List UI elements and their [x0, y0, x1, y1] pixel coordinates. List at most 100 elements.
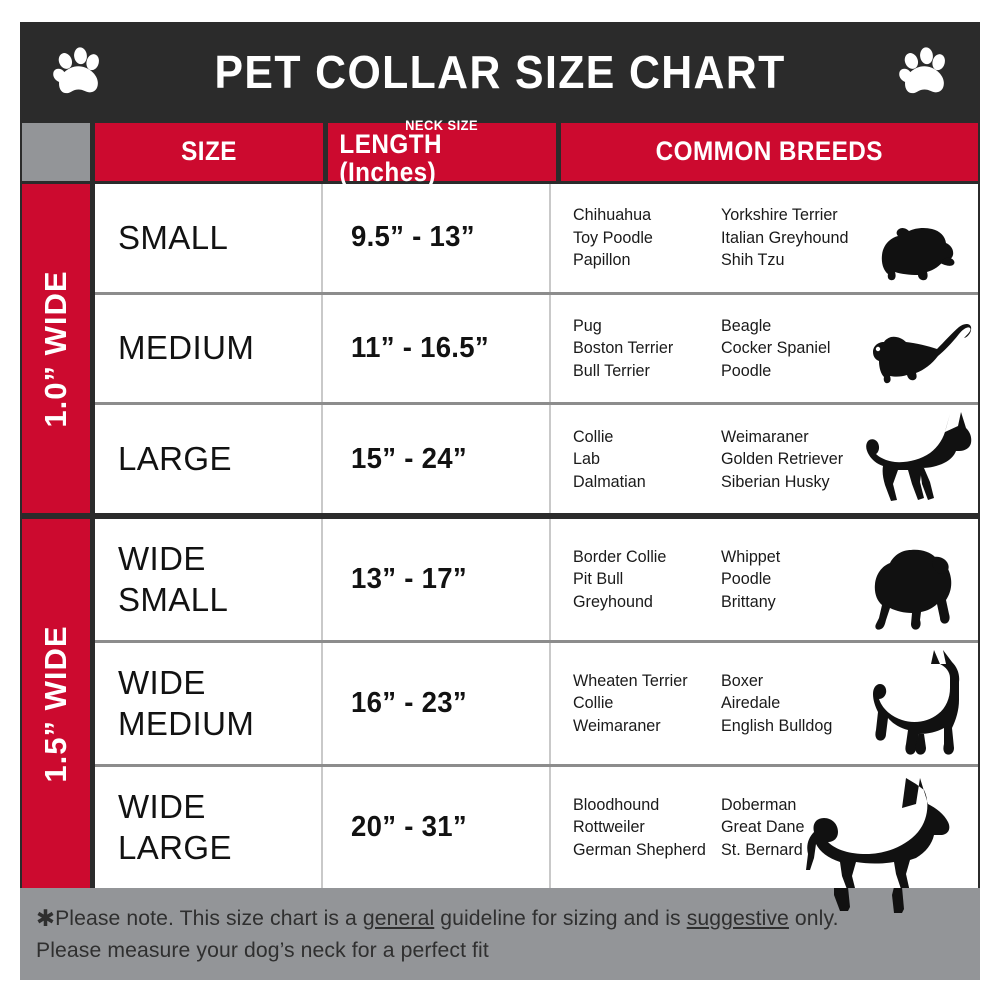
- pet-collar-size-chart: PET COLLAR SIZE CHART SIZE NECK SIZE LEN…: [20, 22, 980, 980]
- breeds-column-1: Wheaten Terrier Collie Weimaraner: [573, 670, 721, 737]
- breeds-column-2: Beagle Cocker Spaniel Poodle: [721, 315, 871, 382]
- length-value: 9.5” - 13”: [351, 221, 475, 254]
- cell-length: 16” - 23”: [323, 643, 551, 765]
- breed-name: Poodle: [721, 569, 772, 589]
- breed-name: Brittany: [721, 591, 776, 611]
- breed-name: Pug: [573, 315, 602, 335]
- table-body: 1.0” WIDE SMALL 9.5” - 13” Chihuahua Toy…: [20, 184, 980, 892]
- cell-breeds: Wheaten Terrier Collie Weimaraner Boxer …: [551, 643, 978, 764]
- size-label: WIDE: [118, 540, 206, 578]
- size-label-line2: SMALL: [118, 580, 229, 618]
- group-rail-1-5-wide: 1.5” WIDE: [22, 519, 90, 888]
- pitbull-silhouette-icon: [864, 648, 970, 764]
- size-group-1-0-wide: 1.0” WIDE SMALL 9.5” - 13” Chihuahua Toy…: [22, 184, 978, 514]
- breed-name: Papillon: [573, 250, 631, 270]
- breeds-column-1: Bloodhound Rottweiler German Shepherd: [573, 794, 721, 861]
- paw-print-icon: [899, 47, 945, 94]
- breed-name: Siberian Husky: [721, 471, 830, 491]
- length-value: 20” - 31”: [351, 811, 467, 844]
- header-swatch-cell: [22, 123, 90, 181]
- header-neck-size-eyebrow: NECK SIZE: [405, 116, 479, 133]
- header-size-cell: SIZE: [95, 123, 323, 181]
- size-label-line2: MEDIUM: [118, 704, 255, 742]
- breeds-column-2: Boxer Airedale English Bulldog: [721, 670, 871, 737]
- cell-breeds: Border Collie Pit Bull Greyhound Whippet…: [551, 519, 978, 640]
- doberman-legs-overflow-icon: [834, 888, 904, 913]
- size-group-1-5-wide: 1.5” WIDE WIDE SMALL 13” - 17” Border Co…: [22, 519, 978, 892]
- group-rail-label: 1.0” WIDE: [38, 270, 73, 428]
- length-value: 13” - 17”: [351, 563, 467, 596]
- disclaimer-line-1: ✱Please note. This size chart is a gener…: [36, 902, 966, 935]
- breeds-column-2: Weimaraner Golden Retriever Siberian Hus…: [721, 426, 871, 493]
- disclaimer-footer: ✱Please note. This size chart is a gener…: [20, 888, 980, 980]
- table-row: WIDE SMALL 13” - 17” Border Collie Pit B…: [95, 519, 978, 644]
- breed-name: Boston Terrier: [573, 338, 674, 358]
- size-label: LARGE: [118, 440, 232, 478]
- breed-name: Boxer: [721, 670, 764, 690]
- table-row: LARGE 15” - 24” Collie Lab Dalmatian Wei…: [95, 405, 978, 514]
- cell-length: 15” - 24”: [323, 405, 551, 514]
- breed-name: Chihuahua: [573, 205, 652, 225]
- breeds-column-2: Doberman Great Dane St. Bernard: [721, 794, 871, 861]
- table-row: WIDE LARGE 20” - 31” Bloodhound Rottweil…: [95, 767, 978, 892]
- size-label: WIDE: [118, 788, 206, 826]
- group-rail-label: 1.5” WIDE: [38, 625, 73, 783]
- breed-name: Great Dane: [721, 817, 805, 837]
- cell-size: WIDE MEDIUM: [95, 643, 323, 765]
- breed-name: Bloodhound: [573, 794, 660, 814]
- cell-size: MEDIUM: [95, 294, 323, 403]
- length-value: 15” - 24”: [351, 442, 467, 475]
- cell-length: 13” - 17”: [323, 519, 551, 641]
- paw-print-icon: [53, 47, 99, 94]
- header-length-label: LENGTH (Inches): [339, 128, 442, 187]
- bulldog-silhouette-icon: [864, 544, 960, 636]
- breed-name: English Bulldog: [721, 715, 833, 735]
- breed-name: Collie: [573, 693, 614, 713]
- breed-name: Weimaraner: [721, 426, 809, 446]
- cell-length: 9.5” - 13”: [323, 184, 551, 292]
- breed-name: Weimaraner: [573, 715, 661, 735]
- disclaimer-text-b: guideline for sizing and is: [434, 906, 687, 930]
- breed-name: Collie: [573, 426, 614, 446]
- disclaimer-text-a: Please note. This size chart is a: [55, 906, 363, 930]
- length-value: 11” - 16.5”: [351, 332, 489, 365]
- cell-size: WIDE LARGE: [95, 767, 323, 888]
- breed-name: Whippet: [721, 547, 781, 567]
- size-label: MEDIUM: [118, 329, 255, 367]
- table-row: WIDE MEDIUM 16” - 23” Wheaten Terrier Co…: [95, 643, 978, 768]
- breeds-column-1: Pug Boston Terrier Bull Terrier: [573, 315, 721, 382]
- breed-name: Wheaten Terrier: [573, 670, 688, 690]
- shepherd-silhouette-icon: [862, 408, 974, 508]
- page-title: PET COLLAR SIZE CHART: [214, 46, 786, 98]
- breeds-column-1: Chihuahua Toy Poodle Papillon: [573, 204, 721, 271]
- breed-name: Yorkshire Terrier: [721, 205, 838, 225]
- disclaimer-line-2: Please measure your dog’s neck for a per…: [36, 937, 489, 962]
- dachshund-silhouette-icon: [864, 322, 974, 388]
- group-rail-1-0-wide: 1.0” WIDE: [22, 184, 90, 514]
- cell-breeds: Bloodhound Rottweiler German Shepherd Do…: [551, 767, 978, 892]
- cell-size: SMALL: [95, 184, 323, 292]
- table-row: MEDIUM 11” - 16.5” Pug Boston Terrier Bu…: [95, 294, 978, 406]
- header-breeds-label: COMMON BREEDS: [655, 136, 884, 167]
- breeds-column-1: Border Collie Pit Bull Greyhound: [573, 546, 721, 613]
- breed-name: Golden Retriever: [721, 449, 844, 469]
- header-length-cell: NECK SIZE LENGTH (Inches): [328, 118, 556, 185]
- breeds-column-2: Yorkshire Terrier Italian Greyhound Shih…: [721, 204, 871, 271]
- cell-length: 11” - 16.5”: [323, 294, 551, 403]
- breed-name: Doberman: [721, 794, 797, 814]
- cell-size: LARGE: [95, 405, 323, 514]
- breed-name: St. Bernard: [721, 839, 803, 859]
- breed-name: Border Collie: [573, 547, 667, 567]
- cell-length: 20” - 31”: [323, 767, 551, 888]
- cell-breeds: Pug Boston Terrier Bull Terrier Beagle C…: [551, 295, 978, 403]
- disclaimer-underline-general: general: [362, 906, 435, 930]
- disclaimer-text-c: only.: [788, 906, 839, 930]
- size-label-line2: LARGE: [118, 828, 232, 866]
- table-header-row: SIZE NECK SIZE LENGTH (Inches) COMMON BR…: [20, 118, 980, 185]
- length-value: 16” - 23”: [351, 687, 467, 720]
- breed-name: Bull Terrier: [573, 360, 650, 380]
- breed-name: Beagle: [721, 315, 772, 335]
- breed-name: Italian Greyhound: [721, 227, 849, 247]
- header-size-label: SIZE: [181, 136, 237, 167]
- breeds-column-2: Whippet Poodle Brittany: [721, 546, 871, 613]
